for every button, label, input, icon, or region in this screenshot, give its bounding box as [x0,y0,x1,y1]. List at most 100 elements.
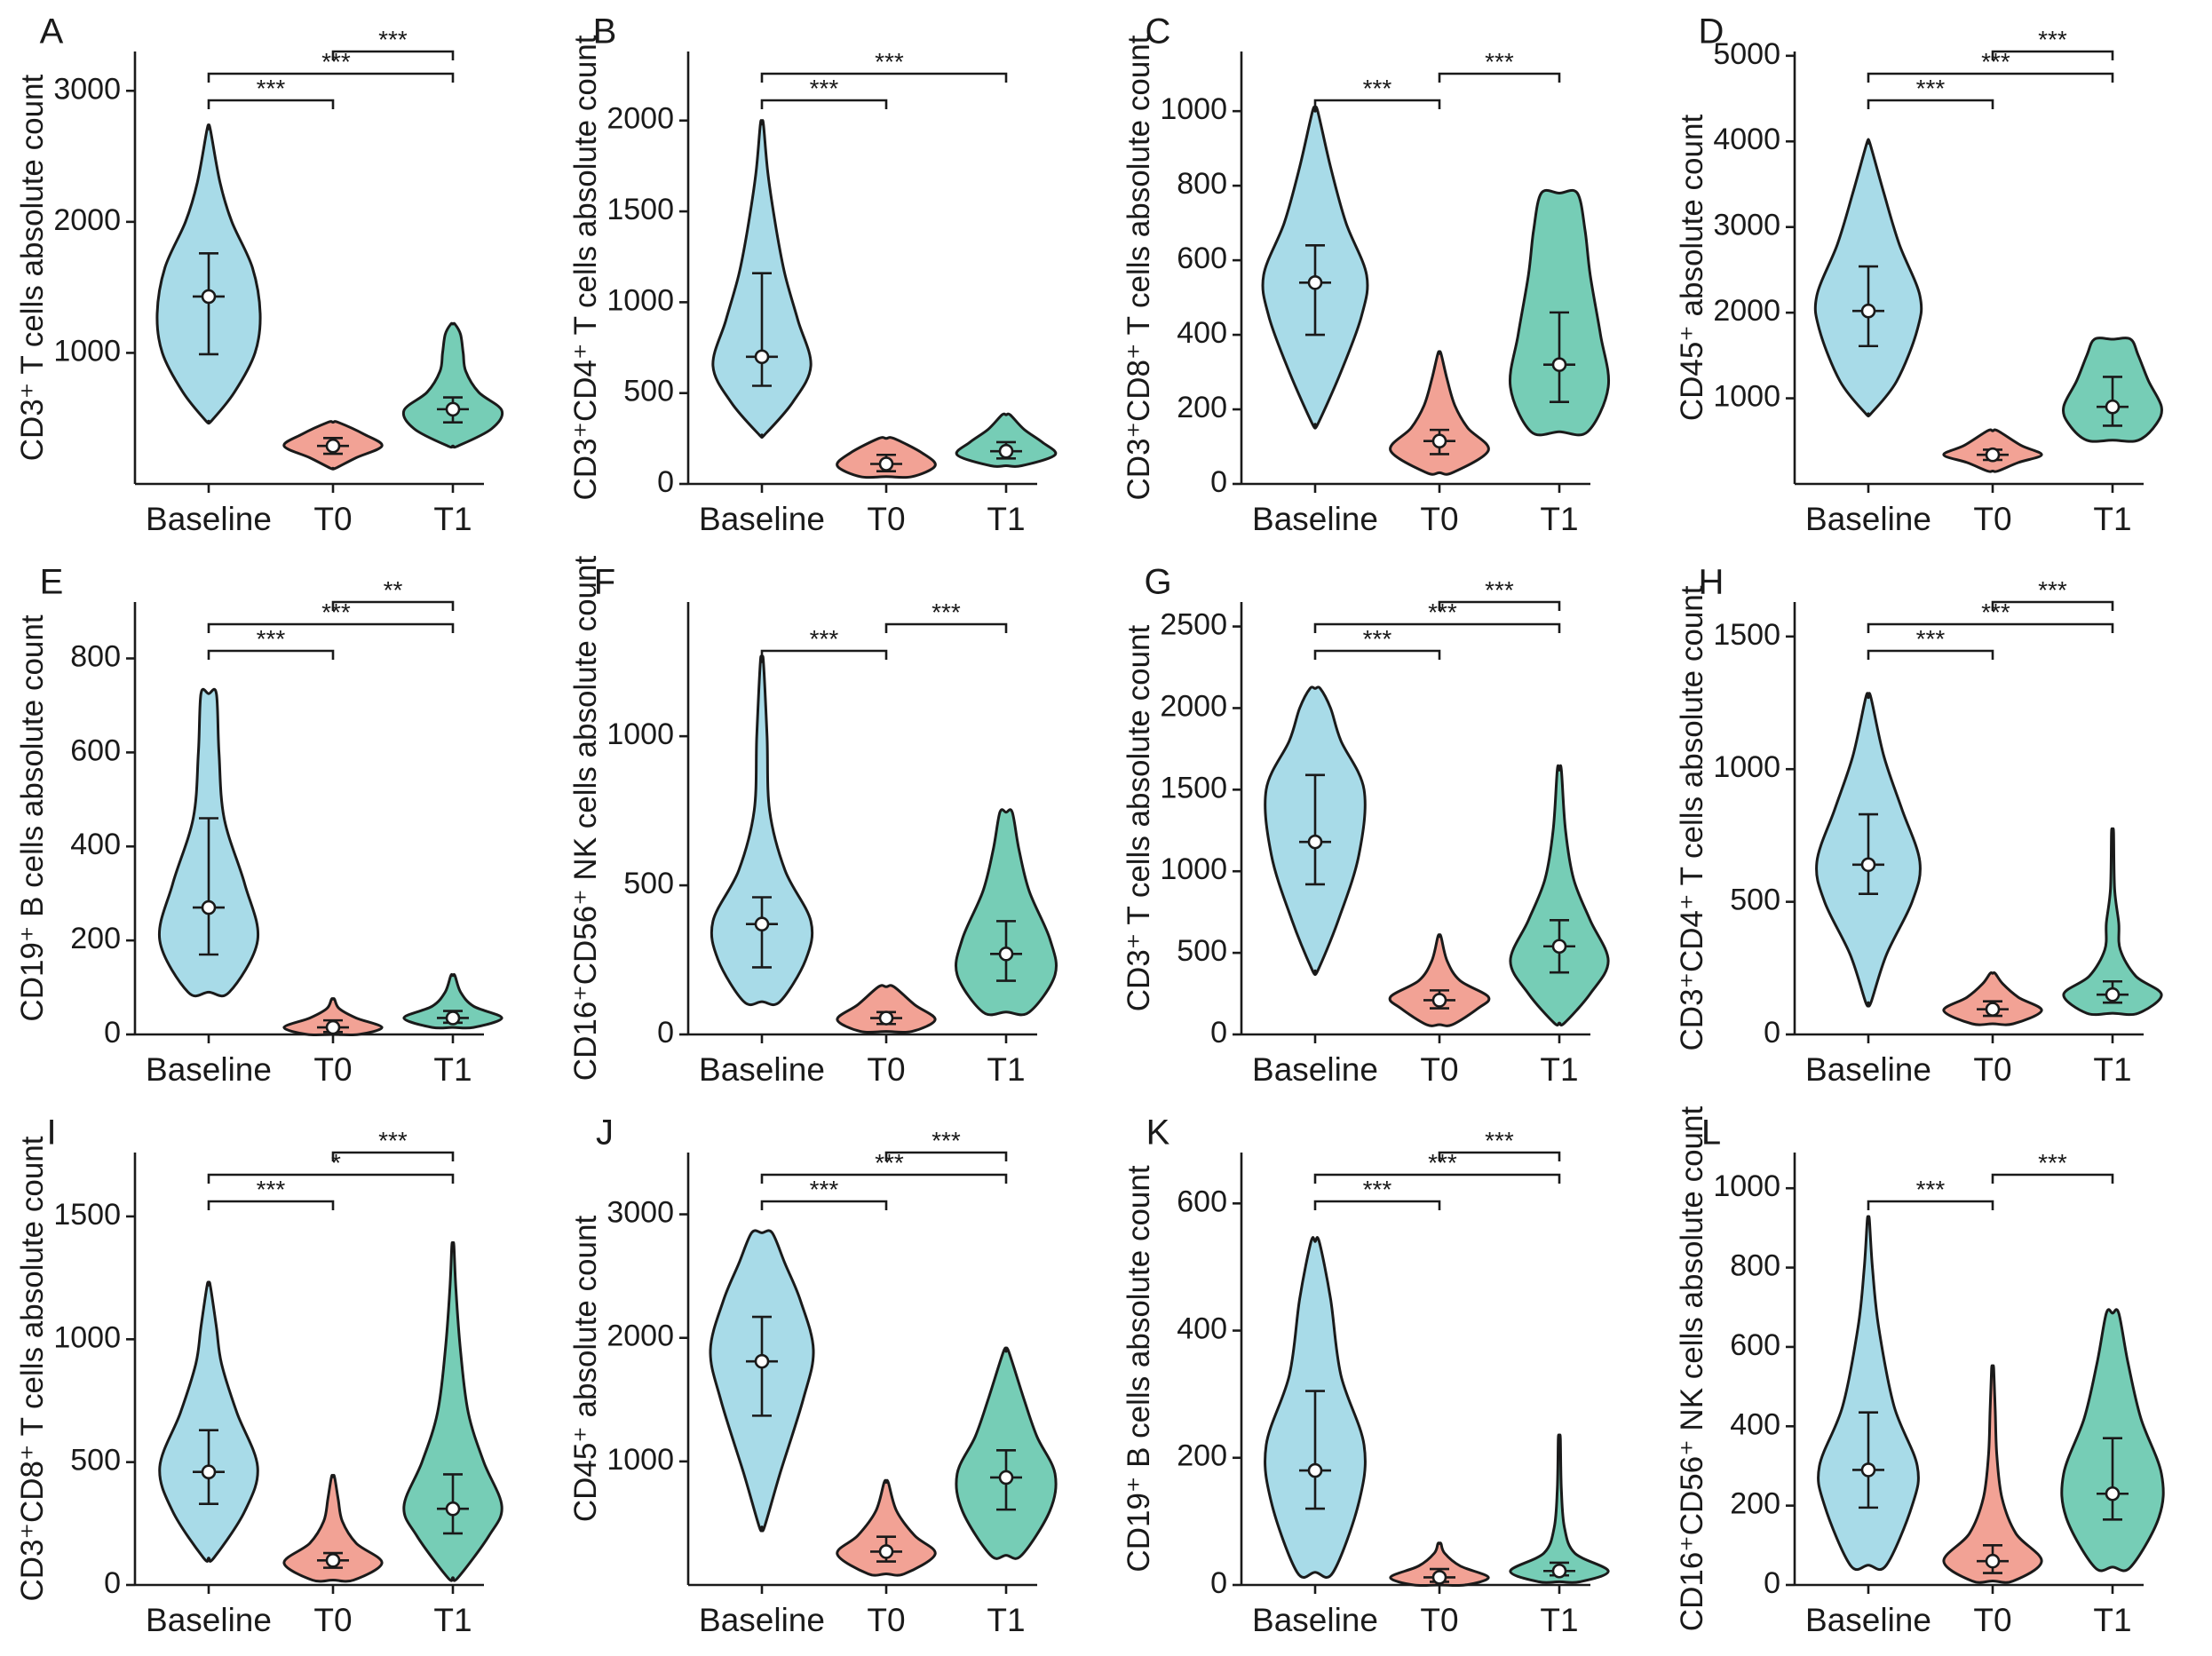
significance-bracket [1867,99,1994,109]
significance-bracket [760,72,1008,83]
y-tick-label: 2000 [1713,294,1780,328]
significance-bracket [331,1151,455,1161]
median-point [998,1470,1014,1486]
y-tick-label: 3000 [1713,209,1780,242]
y-axis-label: CD45⁺ absolute count [1675,115,1709,422]
panel-E: E CD19⁺ B cells absolute count 0 200 400 600 8… [15,563,503,1088]
significance-label: *** [257,75,286,102]
significance-label: *** [932,598,961,626]
median-point [325,1019,341,1035]
significance-bracket [207,99,335,109]
x-tick-label-t1: T1 [2093,1602,2131,1638]
y-tick-label: 3000 [607,1196,674,1230]
significance-bracket [760,1173,1008,1184]
significance-label: *** [1485,1127,1514,1154]
significance-bracket [1313,1173,1561,1184]
significance-bracket [760,99,888,109]
significance-label: *** [932,1127,961,1154]
significance-bracket [1867,622,2114,633]
violin-t1 [954,808,1058,1017]
y-tick-label: 400 [1177,316,1227,350]
panel-J: J CD45⁺ absolute count 1000 2000 3000 Baselin… [568,1113,1058,1638]
y-tick-label: 500 [1177,934,1227,968]
violin-t1 [401,321,504,449]
violin-t0 [1389,1541,1490,1588]
x-tick-label-t0: T0 [1973,1602,2011,1638]
significance-bracket [1991,50,2114,60]
median-point [2105,986,2121,1002]
y-tick-label: 400 [1730,1407,1780,1441]
y-tick-label: 1000 [1713,380,1780,414]
x-tick-label-t1: T1 [433,1602,472,1638]
significance-label: *** [1916,75,1946,102]
median-point [445,1501,461,1517]
panel-letter: C [1146,12,1171,52]
y-axis-label: CD19⁺ B cells absolute count [15,614,50,1021]
significance-bracket [331,600,455,611]
significance-label: *** [810,75,839,102]
x-tick-label-t1: T1 [1540,1051,1578,1088]
violin-t0 [836,1478,937,1577]
y-tick-label: 800 [70,640,121,674]
y-tick-label: 800 [1177,167,1227,201]
violin-t1 [1509,1433,1610,1584]
significance-bracket [1867,72,2114,83]
significance-label: *** [875,48,904,75]
significance-label: *** [1916,625,1946,653]
significance-label: *** [1485,576,1514,604]
y-tick-label: 1000 [607,717,674,751]
significance-bracket [1313,649,1441,660]
y-tick-label: 3000 [53,72,121,106]
y-tick-label: 0 [104,1566,121,1600]
significance-bracket [1867,649,1994,660]
x-tick-label-t0: T0 [313,501,352,537]
median-point [1985,1553,2001,1569]
significance-label: *** [1363,75,1392,102]
significance-label: *** [257,1176,286,1203]
significance-bracket [1867,1200,1994,1210]
x-tick-label-t0: T0 [1420,501,1458,537]
x-tick-label-t1: T1 [433,501,472,537]
x-tick-label-t1: T1 [2093,501,2131,537]
significance-label: *** [810,625,839,653]
x-tick-label-t0: T0 [867,501,905,537]
y-tick-label: 2500 [1160,608,1227,642]
x-tick-label-baseline: Baseline [146,1602,272,1638]
violin-t1 [2062,827,2163,1017]
median-point [1431,993,1447,1008]
panel-letter: J [596,1113,614,1153]
y-tick-label: 200 [1177,1439,1227,1473]
violin-t0 [1389,350,1490,476]
x-tick-label-t1: T1 [1540,501,1578,537]
median-point [1307,1462,1323,1478]
panel-G: G CD3⁺ T cells absolute count 0 500 1000 1500… [1122,563,1610,1088]
median-point [754,916,770,932]
median-point [1985,1002,2001,1017]
y-axis-label: CD3⁺CD8⁺ T cells absolute count [1122,35,1156,500]
significance-bracket [1991,600,2114,611]
y-tick-label: 600 [1177,242,1227,275]
median-point [1860,1462,1876,1478]
x-tick-label-t0: T0 [313,1602,352,1638]
significance-label: *** [378,1127,408,1154]
x-tick-label-t0: T0 [1973,1051,2011,1088]
significance-label: * [331,1149,341,1177]
y-tick-label: 1500 [1160,771,1227,804]
y-tick-label: 2000 [1160,689,1227,723]
y-tick-label: 1000 [1713,1169,1780,1203]
significance-bracket [331,50,455,60]
violin-t1 [955,412,1058,468]
median-point [998,947,1014,962]
significance-bracket [1313,622,1561,633]
y-axis-label: CD3⁺ T cells absolute count [15,74,50,461]
y-tick-label: 400 [70,828,121,861]
violin-t1 [402,972,503,1030]
violin-t0 [1942,971,2043,1026]
y-tick-label: 1000 [1160,852,1227,886]
significance-label: *** [810,1176,839,1203]
significance-label: *** [2038,576,2067,604]
